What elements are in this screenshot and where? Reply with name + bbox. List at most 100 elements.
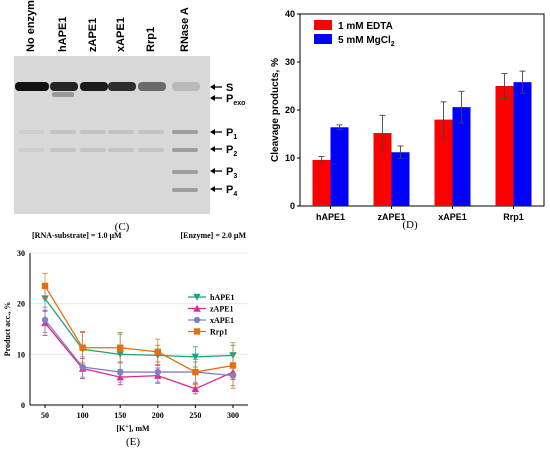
gel-band-product	[80, 130, 106, 134]
gel-band-product	[50, 148, 76, 152]
bar-chart: 0 10 20 30 40 hAPE1 zAPE1 xAPE1 Rrp1 Cleavage pro…	[270, 9, 545, 222]
gel-band-label-sub: 4	[233, 191, 237, 198]
gel-lane-label: xAPE1	[115, 17, 127, 52]
y-tick-label: 30	[17, 249, 25, 258]
gel-arrowhead	[210, 129, 215, 135]
gel-panel: No enzyme hAPE1 zAPE1 xAPE1 Rrp1 RNase A SPex…	[14, 0, 245, 233]
panel-d-label: (D)	[402, 219, 418, 231]
legend-label: hAPE1	[210, 293, 234, 302]
data-point	[191, 353, 200, 361]
gel-arrowhead	[210, 168, 215, 174]
series-line	[44, 319, 234, 377]
data-point	[79, 363, 86, 371]
series-line	[44, 285, 234, 373]
panel-e-label: (E)	[126, 436, 140, 448]
legend-swatch	[314, 34, 332, 44]
bar-chart-panel: 0 10 20 30 40 hAPE1 zAPE1 xAPE1 Rrp1 Cleavage pro…	[270, 9, 545, 231]
gel-band-product	[50, 130, 76, 134]
gel-lane-label: Rrp1	[145, 27, 157, 52]
legend-label: xAPE1	[210, 316, 234, 325]
y-tick-label: 10	[17, 350, 25, 359]
gel-band-product	[108, 148, 134, 152]
data-point	[41, 316, 49, 324]
data-point	[154, 368, 161, 376]
gel-band-product	[172, 130, 198, 134]
data-point	[117, 344, 124, 351]
series-line	[44, 322, 234, 390]
gel-band-label-sub: 1	[233, 134, 237, 141]
gel-band-product	[80, 148, 106, 152]
annotation-enzyme: [Enzyme] = 2.0 μM	[180, 231, 246, 240]
gel-lane-labels: No enzyme hAPE1 zAPE1 xAPE1 Rrp1 RNase A	[25, 0, 191, 52]
legend-swatch	[314, 20, 332, 30]
bar	[373, 133, 392, 206]
y-tick-label: 10	[285, 153, 295, 163]
y-axis-label: Product acc., %	[3, 302, 12, 357]
gel-band-substrate	[50, 82, 78, 91]
x-axis-label-sup: +	[125, 424, 129, 430]
gel-band-product	[18, 148, 44, 152]
y-tick-label: 20	[285, 105, 295, 115]
gel-lane-label: RNase A	[179, 7, 191, 52]
gel-band-label-sub: 3	[233, 173, 237, 180]
bar	[452, 107, 471, 206]
x-axis-label-unit: ], mM	[129, 424, 150, 433]
legend-label: 1 mM EDTA	[338, 21, 393, 32]
x-tick-label: hAPE1	[316, 212, 345, 222]
data-point	[79, 344, 86, 351]
gel-band-label: P1	[226, 127, 237, 141]
x-tick-label: 200	[152, 411, 164, 420]
gel-band-label: P2	[226, 144, 237, 158]
y-tick-label: 40	[285, 9, 295, 19]
gel-band-product	[138, 148, 164, 152]
x-tick-label: xAPE1	[438, 212, 467, 222]
line-chart: [RNA-substrate] = 1.0 μM [Enzyme] = 2.0 μ…	[3, 231, 248, 433]
gel-band-product	[138, 130, 164, 134]
x-axis-label: [K+], mM	[116, 424, 150, 433]
gel-band-label-sub: exo	[233, 100, 245, 107]
gel-band-label: P4	[226, 184, 237, 198]
x-tick-label: Rrp1	[503, 212, 524, 222]
x-tick-label: 100	[77, 411, 89, 420]
data-point	[193, 304, 201, 312]
data-point	[193, 293, 201, 301]
data-point	[41, 282, 49, 290]
gel-lane-label: No enzyme	[25, 0, 37, 52]
panel-c-label: (C)	[115, 221, 130, 233]
data-point	[191, 385, 200, 392]
gel-arrowhead	[210, 95, 215, 101]
gel-arrowhead	[210, 146, 215, 152]
bar	[330, 127, 349, 206]
legend-label: zAPE1	[210, 305, 234, 314]
line-chart-panel: [RNA-substrate] = 1.0 μM [Enzyme] = 2.0 μ…	[3, 231, 248, 448]
gel-band-substrate	[108, 82, 136, 91]
gel-band-pexo	[52, 92, 74, 97]
gel-band-substrate	[138, 82, 166, 91]
gel-band-label: P3	[226, 166, 237, 180]
y-tick-label: 30	[285, 57, 295, 67]
legend-label-sub: 2	[391, 41, 395, 48]
y-tick-label: 0	[290, 201, 295, 211]
bar	[513, 82, 532, 206]
gel-band-substrate	[80, 82, 108, 91]
y-tick-label: 0	[21, 401, 25, 410]
y-axis-label: Cleavage products, %	[270, 58, 281, 162]
bar	[434, 119, 453, 206]
gel-band-substrate	[15, 82, 49, 91]
series-line	[44, 298, 233, 358]
gel-arrowhead	[210, 84, 215, 90]
gel-band-label: S	[226, 82, 233, 94]
x-tick-label: zAPE1	[377, 212, 405, 222]
gel-band-product	[172, 148, 198, 152]
data-point	[192, 368, 199, 376]
bar	[312, 159, 331, 206]
bar	[391, 152, 410, 206]
x-tick-label: 150	[114, 411, 126, 420]
data-point	[117, 368, 124, 376]
x-tick-label: 50	[41, 411, 49, 420]
y-tick-label: 20	[17, 300, 25, 309]
gel-bands	[15, 82, 200, 192]
gel-band-product	[18, 130, 44, 134]
